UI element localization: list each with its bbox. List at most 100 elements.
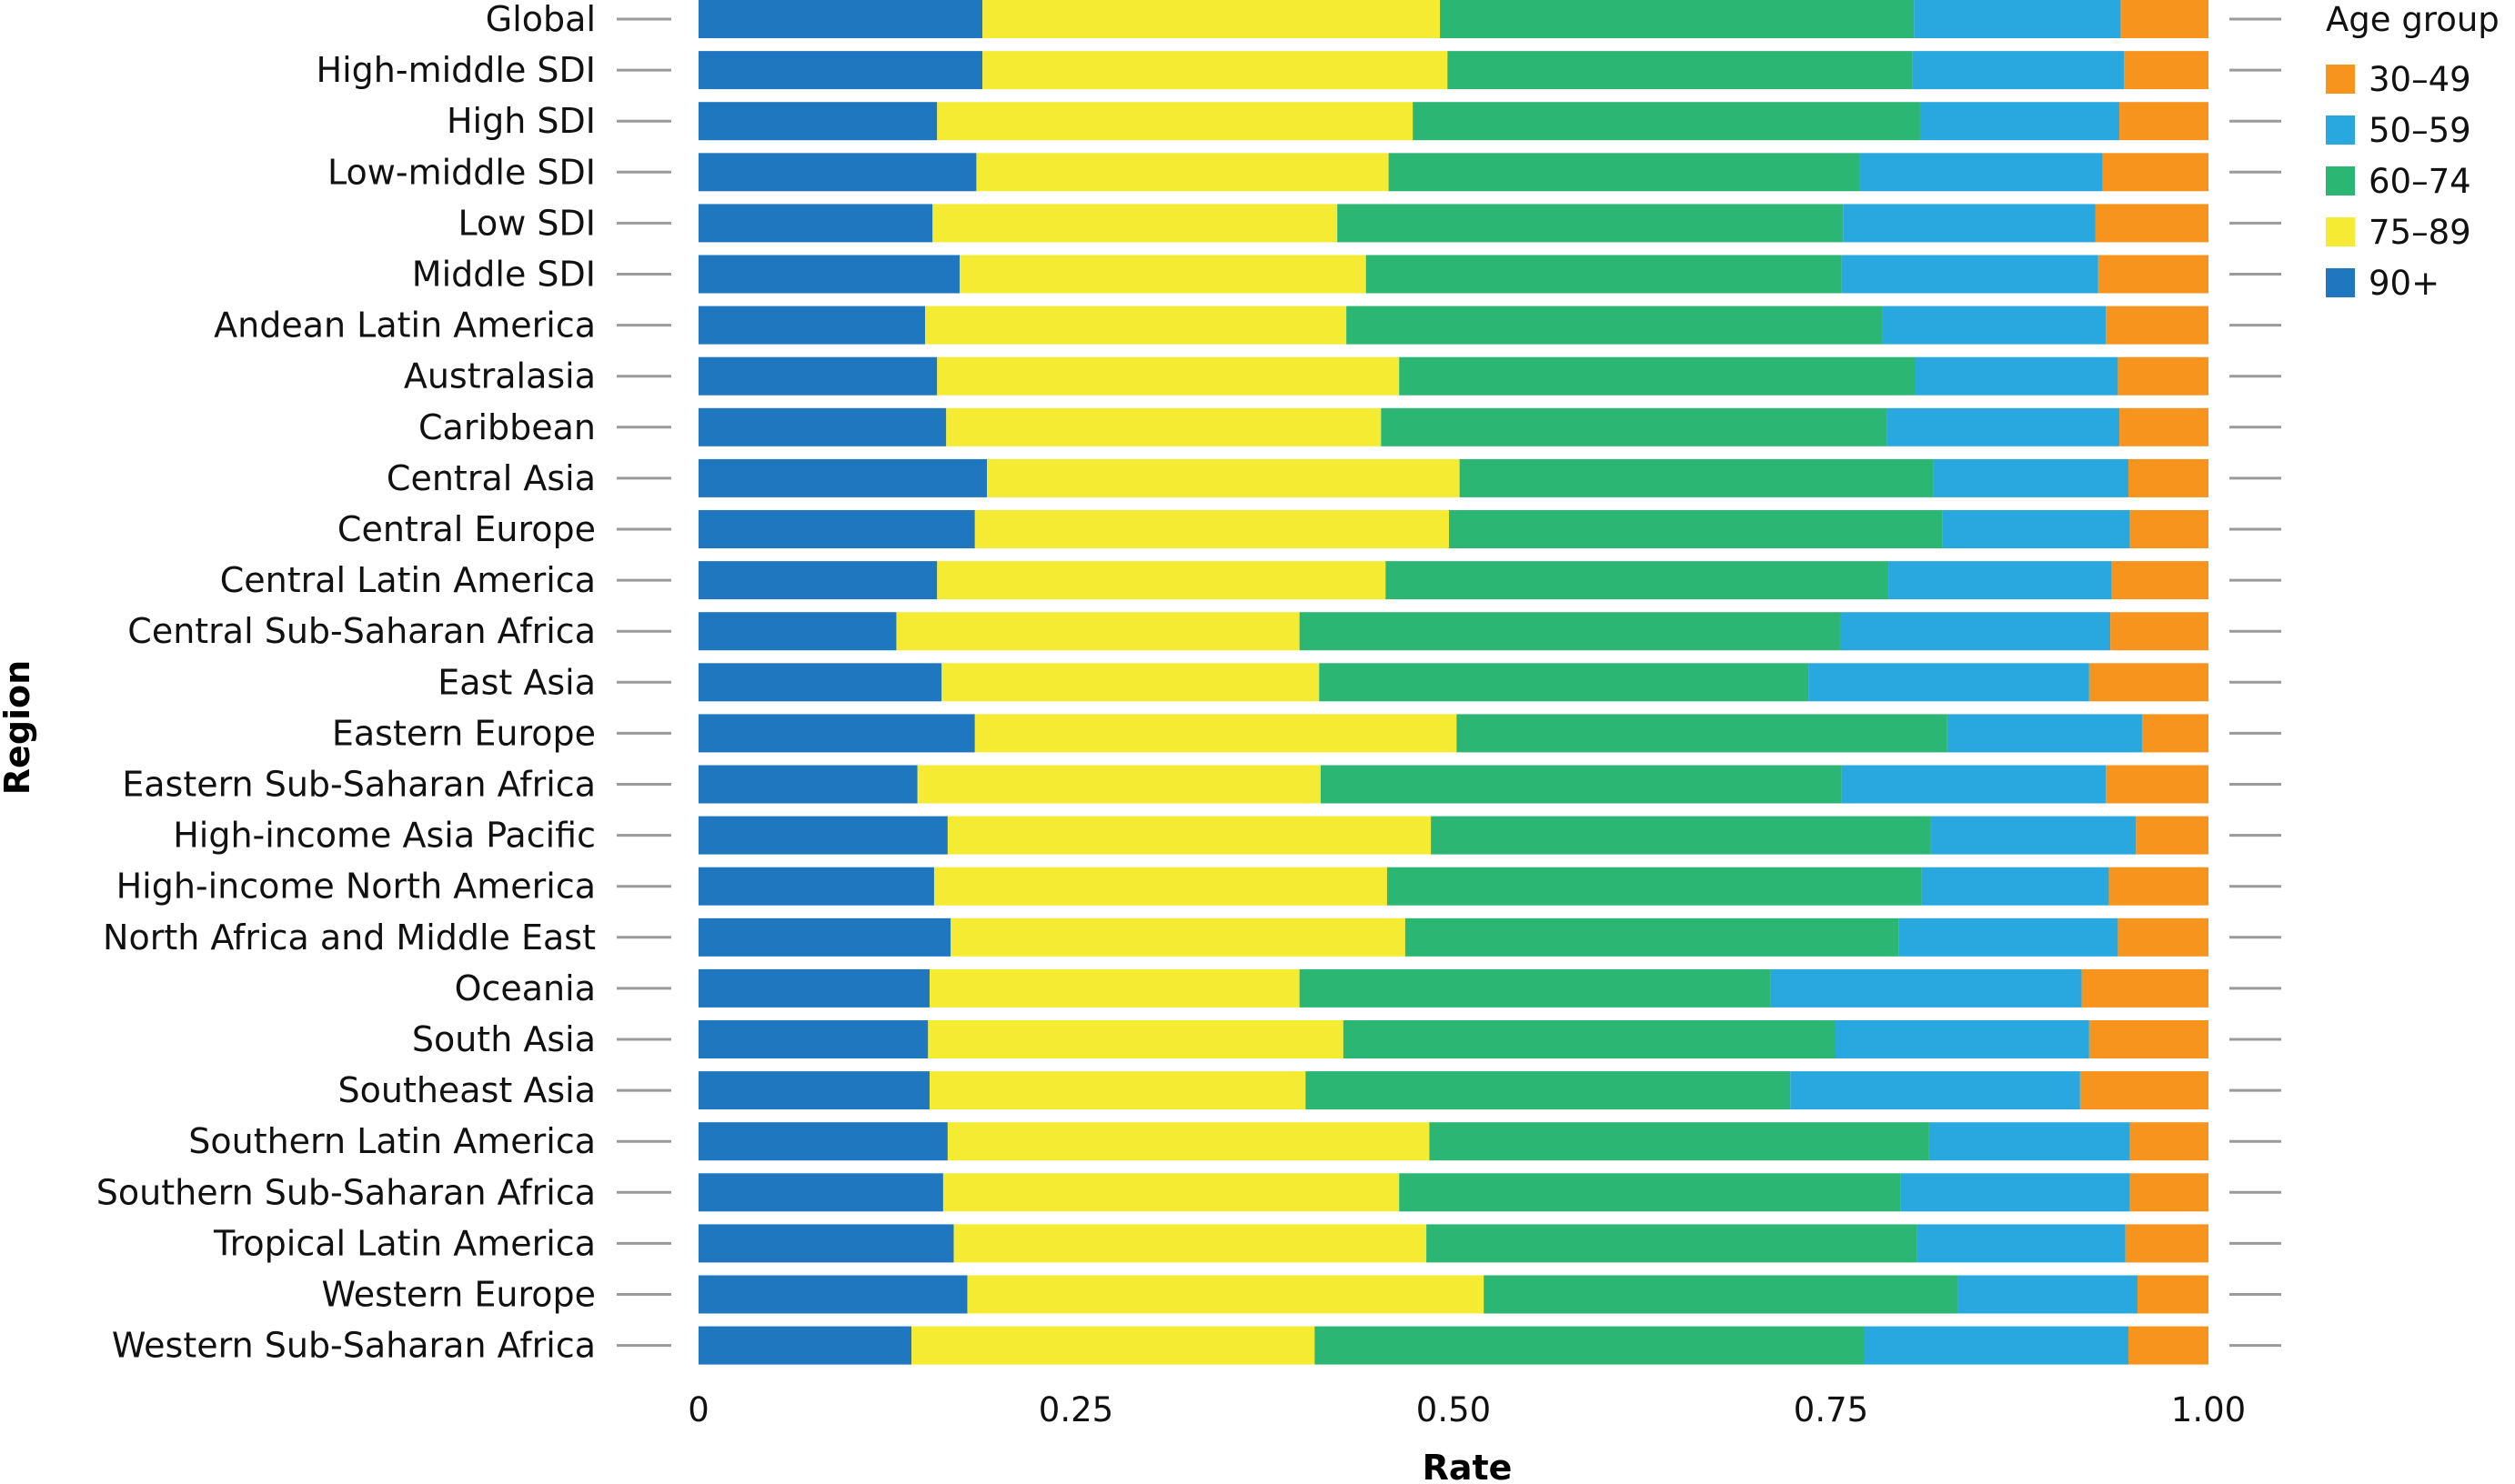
bar-segment-eastern-europe-60-74 xyxy=(1456,714,1947,753)
legend-label-30-49: 30–49 xyxy=(2369,60,2471,99)
bars-layer xyxy=(699,0,2208,1365)
region-label-high-sdi: High SDI xyxy=(447,101,596,141)
bar-segment-oceania-50-59 xyxy=(1770,968,2082,1008)
bar-segment-high-middle-sdi-30-49 xyxy=(2124,51,2208,90)
bar-segment-east-asia-50-59 xyxy=(1808,663,2089,702)
bar-segment-oceania-90 xyxy=(699,968,930,1008)
bar-segment-high-middle-sdi-60-74 xyxy=(1447,51,1913,90)
bar-segment-southern-latin-america-30-49 xyxy=(2129,1122,2208,1161)
region-label-southern-sub-saharan-africa: Southern Sub-Saharan Africa xyxy=(96,1172,596,1212)
bar-segment-western-europe-90 xyxy=(699,1275,968,1314)
bar-segment-southeast-asia-75-89 xyxy=(929,1071,1306,1110)
bar-segment-western-sub-saharan-africa-75-89 xyxy=(911,1326,1315,1365)
region-label-low-sdi: Low SDI xyxy=(458,203,597,243)
region-label-central-europe: Central Europe xyxy=(337,509,596,549)
legend-title: Age group xyxy=(2326,0,2500,39)
region-label-high-income-north-america: High-income North America xyxy=(116,867,596,907)
bar-segment-southern-latin-america-50-59 xyxy=(1928,1122,2130,1161)
bar-segment-central-asia-75-89 xyxy=(987,458,1460,497)
bar-segment-southern-latin-america-60-74 xyxy=(1429,1122,1929,1161)
bar-segment-low-middle-sdi-90 xyxy=(699,153,977,192)
bar-segment-southeast-asia-60-74 xyxy=(1305,1071,1791,1110)
bar-segment-oceania-60-74 xyxy=(1299,968,1771,1008)
bar-segment-central-asia-90 xyxy=(699,458,988,497)
bar-segment-south-asia-30-49 xyxy=(2088,1020,2208,1058)
bar-segment-high-income-north-america-75-89 xyxy=(933,867,1387,906)
bar-segment-eastern-europe-50-59 xyxy=(1947,714,2142,753)
bar-segment-eastern-europe-75-89 xyxy=(974,714,1457,753)
bar-segment-tropical-latin-america-50-59 xyxy=(1916,1224,2126,1263)
bar-segment-south-asia-60-74 xyxy=(1343,1020,1836,1058)
region-label-tropical-latin-america: Tropical Latin America xyxy=(213,1223,596,1263)
bar-segment-east-asia-60-74 xyxy=(1319,663,1809,702)
bar-segment-high-income-asia-pacific-60-74 xyxy=(1431,816,1931,855)
bar-segment-central-sub-saharan-africa-90 xyxy=(699,612,897,651)
region-label-western-sub-saharan-africa: Western Sub-Saharan Africa xyxy=(112,1326,596,1366)
legend-swatch-75-89 xyxy=(2326,217,2355,246)
bar-segment-high-middle-sdi-75-89 xyxy=(982,51,1448,90)
bar-segment-central-asia-30-49 xyxy=(2128,458,2208,497)
bar-segment-central-asia-60-74 xyxy=(1459,458,1934,497)
region-label-australasia: Australasia xyxy=(404,356,596,396)
region-label-middle-sdi: Middle SDI xyxy=(412,255,596,295)
bar-segment-eastern-sub-saharan-africa-50-59 xyxy=(1841,765,2107,804)
bar-segment-middle-sdi-75-89 xyxy=(960,255,1366,294)
bar-segment-southeast-asia-30-49 xyxy=(2079,1071,2208,1110)
bar-segment-eastern-sub-saharan-africa-60-74 xyxy=(1320,765,1842,804)
bar-segment-high-income-asia-pacific-90 xyxy=(699,816,948,855)
bar-segment-caribbean-90 xyxy=(699,407,947,446)
bar-segment-western-europe-60-74 xyxy=(1484,1275,1958,1314)
bar-segment-low-middle-sdi-30-49 xyxy=(2102,153,2208,192)
bar-segment-caribbean-30-49 xyxy=(2119,407,2208,446)
region-label-east-asia: East Asia xyxy=(438,662,596,702)
bar-segment-oceania-30-49 xyxy=(2081,968,2208,1008)
bar-segment-central-asia-50-59 xyxy=(1933,458,2129,497)
region-label-southeast-asia: Southeast Asia xyxy=(337,1070,596,1110)
bar-segment-oceania-75-89 xyxy=(929,968,1300,1008)
bar-segment-southern-latin-america-75-89 xyxy=(947,1122,1430,1161)
region-label-eastern-sub-saharan-africa: Eastern Sub-Saharan Africa xyxy=(122,765,596,805)
region-label-western-europe: Western Europe xyxy=(321,1275,596,1315)
region-label-global: Global xyxy=(486,0,596,39)
bar-segment-central-latin-america-90 xyxy=(699,561,938,600)
legend: Age group 30–49 50–59 60–74 75–89 90+ xyxy=(2326,0,2500,303)
bar-segment-australasia-90 xyxy=(699,356,938,396)
bar-segment-central-sub-saharan-africa-60-74 xyxy=(1299,612,1840,651)
bar-segment-high-sdi-30-49 xyxy=(2119,102,2208,141)
region-label-central-latin-america: Central Latin America xyxy=(220,560,596,600)
bar-segment-central-latin-america-75-89 xyxy=(937,561,1386,600)
bar-segment-central-europe-60-74 xyxy=(1449,510,1943,548)
bar-segment-high-income-asia-pacific-50-59 xyxy=(1930,816,2137,855)
bar-segment-southern-latin-america-90 xyxy=(699,1122,948,1161)
bar-segment-australasia-30-49 xyxy=(2118,356,2208,396)
bar-segment-high-middle-sdi-90 xyxy=(699,51,983,90)
x-tick-label: 0.75 xyxy=(1794,1390,1868,1429)
bar-segment-tropical-latin-america-60-74 xyxy=(1426,1224,1917,1263)
x-tick-label: 0.50 xyxy=(1416,1390,1491,1429)
bar-segment-low-sdi-50-59 xyxy=(1843,204,2096,243)
legend-label-90: 90+ xyxy=(2369,264,2440,303)
bar-segment-central-latin-america-50-59 xyxy=(1888,561,2112,600)
bar-segment-high-middle-sdi-50-59 xyxy=(1912,51,2125,90)
bar-segment-high-sdi-90 xyxy=(699,102,938,141)
bar-segment-high-income-north-america-50-59 xyxy=(1921,867,2109,906)
bar-segment-central-sub-saharan-africa-75-89 xyxy=(896,612,1300,651)
bar-segment-north-africa-and-middle-east-90 xyxy=(699,917,951,957)
region-label-high-middle-sdi: High-middle SDI xyxy=(317,50,596,90)
bar-segment-south-asia-90 xyxy=(699,1020,929,1058)
bar-segment-southern-sub-saharan-africa-60-74 xyxy=(1399,1173,1901,1212)
bar-segment-eastern-sub-saharan-africa-30-49 xyxy=(2106,765,2208,804)
legend-swatch-60-74 xyxy=(2326,166,2355,196)
bar-segment-high-income-asia-pacific-75-89 xyxy=(947,816,1432,855)
region-label-eastern-europe: Eastern Europe xyxy=(332,713,596,753)
region-label-low-middle-sdi: Low-middle SDI xyxy=(327,152,596,192)
bar-segment-low-middle-sdi-50-59 xyxy=(1859,153,2103,192)
region-label-south-asia: South Asia xyxy=(412,1019,596,1059)
bar-segment-high-income-north-america-60-74 xyxy=(1386,867,1922,906)
bar-segment-high-sdi-50-59 xyxy=(1919,102,2120,141)
x-tick-label: 0.25 xyxy=(1039,1390,1113,1429)
y-axis-title: Region xyxy=(0,660,37,795)
bar-segment-east-asia-90 xyxy=(699,663,942,702)
region-label-caribbean: Caribbean xyxy=(418,407,596,447)
legend-label-50-59: 50–59 xyxy=(2369,111,2471,150)
